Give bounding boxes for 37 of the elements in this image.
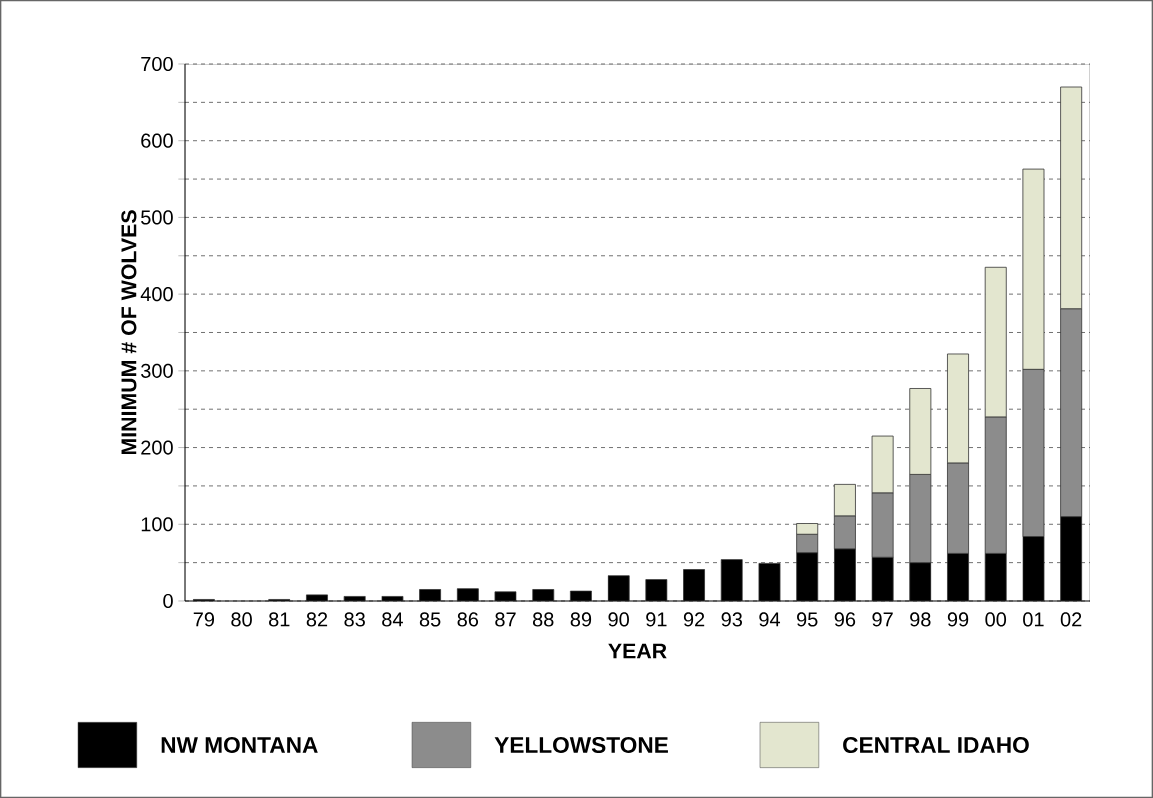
x-tick-label: 79 bbox=[193, 612, 215, 627]
y-tick-label: 200 bbox=[141, 440, 173, 455]
x-tick-label: 97 bbox=[872, 612, 893, 627]
x-tick-label: 96 bbox=[834, 612, 856, 627]
x-tick-label: 81 bbox=[269, 612, 290, 627]
y-axis-title: MINIMUM # OF WOLVES bbox=[121, 210, 137, 455]
x-tick-label: 92 bbox=[683, 612, 705, 627]
x-tick-label: 99 bbox=[947, 612, 969, 627]
x-tick-label: 89 bbox=[570, 612, 592, 627]
x-tick-label: 93 bbox=[721, 612, 743, 627]
x-tick-label: 86 bbox=[457, 612, 479, 627]
x-tick-label: 91 bbox=[646, 612, 667, 627]
y-tick-label: 0 bbox=[163, 593, 173, 609]
legend-label: NW MONTANA bbox=[161, 736, 318, 754]
x-tick-label: 83 bbox=[344, 612, 365, 627]
x-tick-label: 90 bbox=[608, 612, 629, 627]
y-tick-label: 100 bbox=[141, 517, 173, 532]
x-tick-label: 02 bbox=[1060, 612, 1082, 627]
x-tick-label: 95 bbox=[797, 612, 818, 627]
x-tick-label: 82 bbox=[306, 612, 328, 627]
x-tick-label: 94 bbox=[759, 612, 781, 627]
x-tick-label: 84 bbox=[382, 612, 403, 627]
x-tick-label: 01 bbox=[1023, 612, 1044, 627]
x-tick-label: 80 bbox=[231, 612, 252, 627]
y-tick-label: 300 bbox=[141, 363, 173, 378]
y-tick-label: 600 bbox=[141, 133, 173, 148]
x-tick-label: 87 bbox=[495, 612, 516, 627]
legend-label: YELLOWSTONE bbox=[494, 736, 668, 754]
x-tick-label: 88 bbox=[532, 612, 554, 627]
legend-label: CENTRAL IDAHO bbox=[843, 736, 1029, 754]
y-tick-label: 700 bbox=[141, 56, 173, 72]
x-tick-label: 98 bbox=[910, 612, 931, 627]
x-tick-label: 00 bbox=[985, 612, 1007, 627]
y-tick-label: 500 bbox=[141, 210, 173, 225]
y-tick-label: 400 bbox=[140, 287, 173, 302]
x-axis-title: YEAR bbox=[608, 643, 667, 659]
x-tick-label: 85 bbox=[419, 612, 441, 627]
